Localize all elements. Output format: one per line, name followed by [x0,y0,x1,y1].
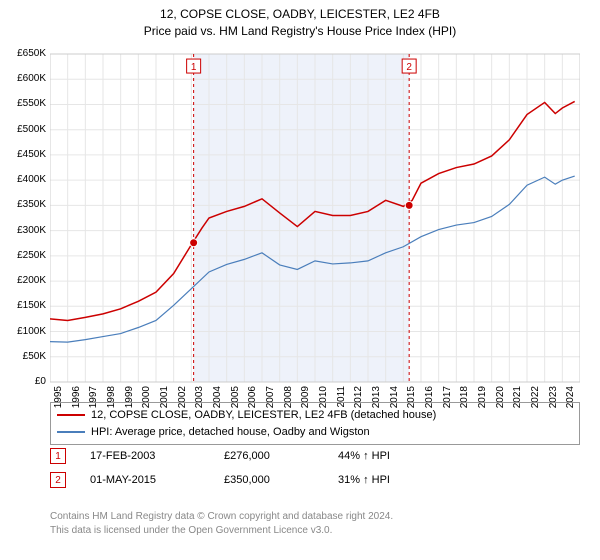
y-tick-label: £600K [2,73,46,84]
sale-pct-1: 44% ↑ HPI [338,450,428,462]
y-tick-label: £0 [2,376,46,387]
legend-swatch-property [57,414,85,416]
sale-date-2: 01-MAY-2015 [90,474,200,486]
legend-swatch-hpi [57,431,85,433]
y-tick-label: £250K [2,250,46,261]
sales-list: 1 17-FEB-2003 £276,000 44% ↑ HPI 2 01-MA… [50,448,580,496]
y-tick-label: £100K [2,326,46,337]
svg-text:2: 2 [406,62,412,73]
sale-row-1: 1 17-FEB-2003 £276,000 44% ↑ HPI [50,448,580,464]
legend-label-hpi: HPI: Average price, detached house, Oadb… [91,424,370,441]
page-root: 12, COPSE CLOSE, OADBY, LEICESTER, LE2 4… [0,0,600,560]
y-tick-label: £400K [2,174,46,185]
svg-text:1: 1 [191,62,197,73]
legend: 12, COPSE CLOSE, OADBY, LEICESTER, LE2 4… [50,402,580,445]
y-tick-label: £200K [2,275,46,286]
sale-row-2: 2 01-MAY-2015 £350,000 31% ↑ HPI [50,472,580,488]
chart-title-block: 12, COPSE CLOSE, OADBY, LEICESTER, LE2 4… [0,0,600,40]
y-tick-label: £650K [2,48,46,59]
sale-pct-2: 31% ↑ HPI [338,474,428,486]
sale-marker-1: 1 [50,448,66,464]
title-line-2: Price paid vs. HM Land Registry's House … [0,23,600,40]
y-tick-label: £150K [2,300,46,311]
y-tick-label: £50K [2,351,46,362]
y-tick-label: £350K [2,199,46,210]
footer-line-2: This data is licensed under the Open Gov… [50,524,580,538]
legend-item-property: 12, COPSE CLOSE, OADBY, LEICESTER, LE2 4… [57,407,573,424]
y-tick-label: £550K [2,98,46,109]
legend-item-hpi: HPI: Average price, detached house, Oadb… [57,424,573,441]
sale-date-1: 17-FEB-2003 [90,450,200,462]
y-tick-label: £450K [2,149,46,160]
sale-price-2: £350,000 [224,474,314,486]
footer: Contains HM Land Registry data © Crown c… [50,510,580,538]
footer-line-1: Contains HM Land Registry data © Crown c… [50,510,580,524]
sale-marker-2: 2 [50,472,66,488]
price-chart: 12 [50,48,580,388]
y-tick-label: £300K [2,225,46,236]
y-tick-label: £500K [2,124,46,135]
sale-price-1: £276,000 [224,450,314,462]
legend-label-property: 12, COPSE CLOSE, OADBY, LEICESTER, LE2 4… [91,407,436,424]
title-line-1: 12, COPSE CLOSE, OADBY, LEICESTER, LE2 4… [0,6,600,23]
